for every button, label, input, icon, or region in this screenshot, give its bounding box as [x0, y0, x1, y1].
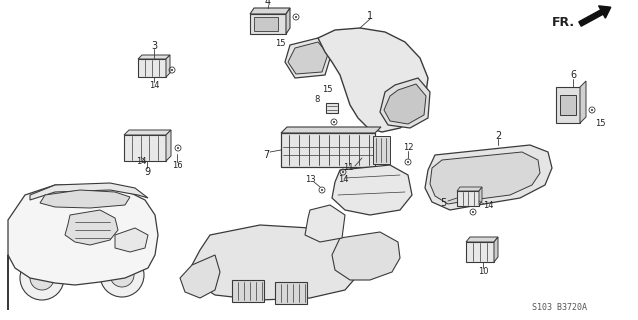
Polygon shape	[250, 14, 286, 34]
Text: 15: 15	[322, 85, 332, 94]
Text: 3: 3	[151, 41, 157, 51]
FancyArrow shape	[579, 6, 611, 26]
Circle shape	[342, 171, 344, 173]
Circle shape	[110, 263, 134, 287]
Polygon shape	[180, 255, 220, 298]
Text: 7: 7	[263, 150, 269, 160]
Polygon shape	[457, 187, 482, 191]
Polygon shape	[425, 145, 552, 210]
Text: 8: 8	[315, 95, 320, 105]
Polygon shape	[65, 210, 118, 245]
Polygon shape	[250, 8, 290, 14]
Text: 15: 15	[275, 39, 285, 49]
Text: 14: 14	[149, 82, 160, 91]
Text: 5: 5	[440, 198, 446, 208]
Polygon shape	[466, 237, 498, 242]
Polygon shape	[281, 127, 381, 133]
Polygon shape	[288, 42, 328, 74]
Polygon shape	[285, 38, 332, 78]
Text: 11: 11	[343, 164, 353, 172]
Text: 6: 6	[570, 70, 576, 80]
Text: 10: 10	[478, 268, 488, 276]
Text: FR.: FR.	[551, 15, 575, 28]
Polygon shape	[466, 242, 494, 262]
Text: 9: 9	[144, 167, 150, 177]
Circle shape	[177, 147, 179, 149]
Polygon shape	[124, 135, 166, 161]
Circle shape	[171, 69, 173, 71]
Circle shape	[30, 266, 54, 290]
Polygon shape	[192, 225, 360, 300]
Polygon shape	[281, 133, 375, 167]
Polygon shape	[166, 55, 170, 77]
Polygon shape	[275, 282, 307, 304]
Polygon shape	[318, 28, 428, 132]
Polygon shape	[556, 87, 580, 123]
Circle shape	[20, 256, 64, 300]
Polygon shape	[384, 84, 426, 124]
Polygon shape	[124, 130, 171, 135]
Polygon shape	[479, 187, 482, 205]
Polygon shape	[232, 280, 264, 302]
Polygon shape	[326, 103, 338, 113]
Polygon shape	[494, 237, 498, 262]
Text: 13: 13	[305, 175, 315, 185]
Circle shape	[472, 211, 474, 213]
Polygon shape	[305, 205, 345, 242]
Circle shape	[321, 189, 323, 191]
Polygon shape	[8, 185, 158, 310]
Polygon shape	[332, 232, 400, 280]
Polygon shape	[40, 190, 130, 208]
Polygon shape	[430, 152, 540, 204]
Polygon shape	[138, 55, 170, 59]
Text: S103 B3720A: S103 B3720A	[533, 303, 588, 313]
Text: 4: 4	[265, 0, 271, 7]
Polygon shape	[138, 59, 166, 77]
Text: 14: 14	[338, 175, 348, 185]
Polygon shape	[373, 136, 390, 164]
Polygon shape	[560, 95, 576, 115]
Polygon shape	[380, 78, 430, 128]
Polygon shape	[30, 183, 148, 200]
Polygon shape	[580, 81, 586, 123]
Polygon shape	[457, 190, 479, 205]
Circle shape	[407, 161, 409, 163]
Text: 15: 15	[595, 118, 605, 127]
Text: 14: 14	[483, 202, 493, 211]
Text: 14: 14	[136, 156, 146, 165]
Text: 1: 1	[367, 11, 373, 21]
Polygon shape	[332, 165, 412, 215]
Polygon shape	[286, 8, 290, 34]
Text: 2: 2	[495, 131, 501, 141]
Polygon shape	[254, 17, 278, 31]
Text: 16: 16	[172, 162, 182, 171]
Circle shape	[100, 253, 144, 297]
Circle shape	[333, 121, 335, 123]
Text: 12: 12	[403, 143, 413, 153]
Circle shape	[591, 109, 593, 111]
Polygon shape	[166, 130, 171, 161]
Polygon shape	[115, 228, 148, 252]
Circle shape	[295, 16, 297, 18]
